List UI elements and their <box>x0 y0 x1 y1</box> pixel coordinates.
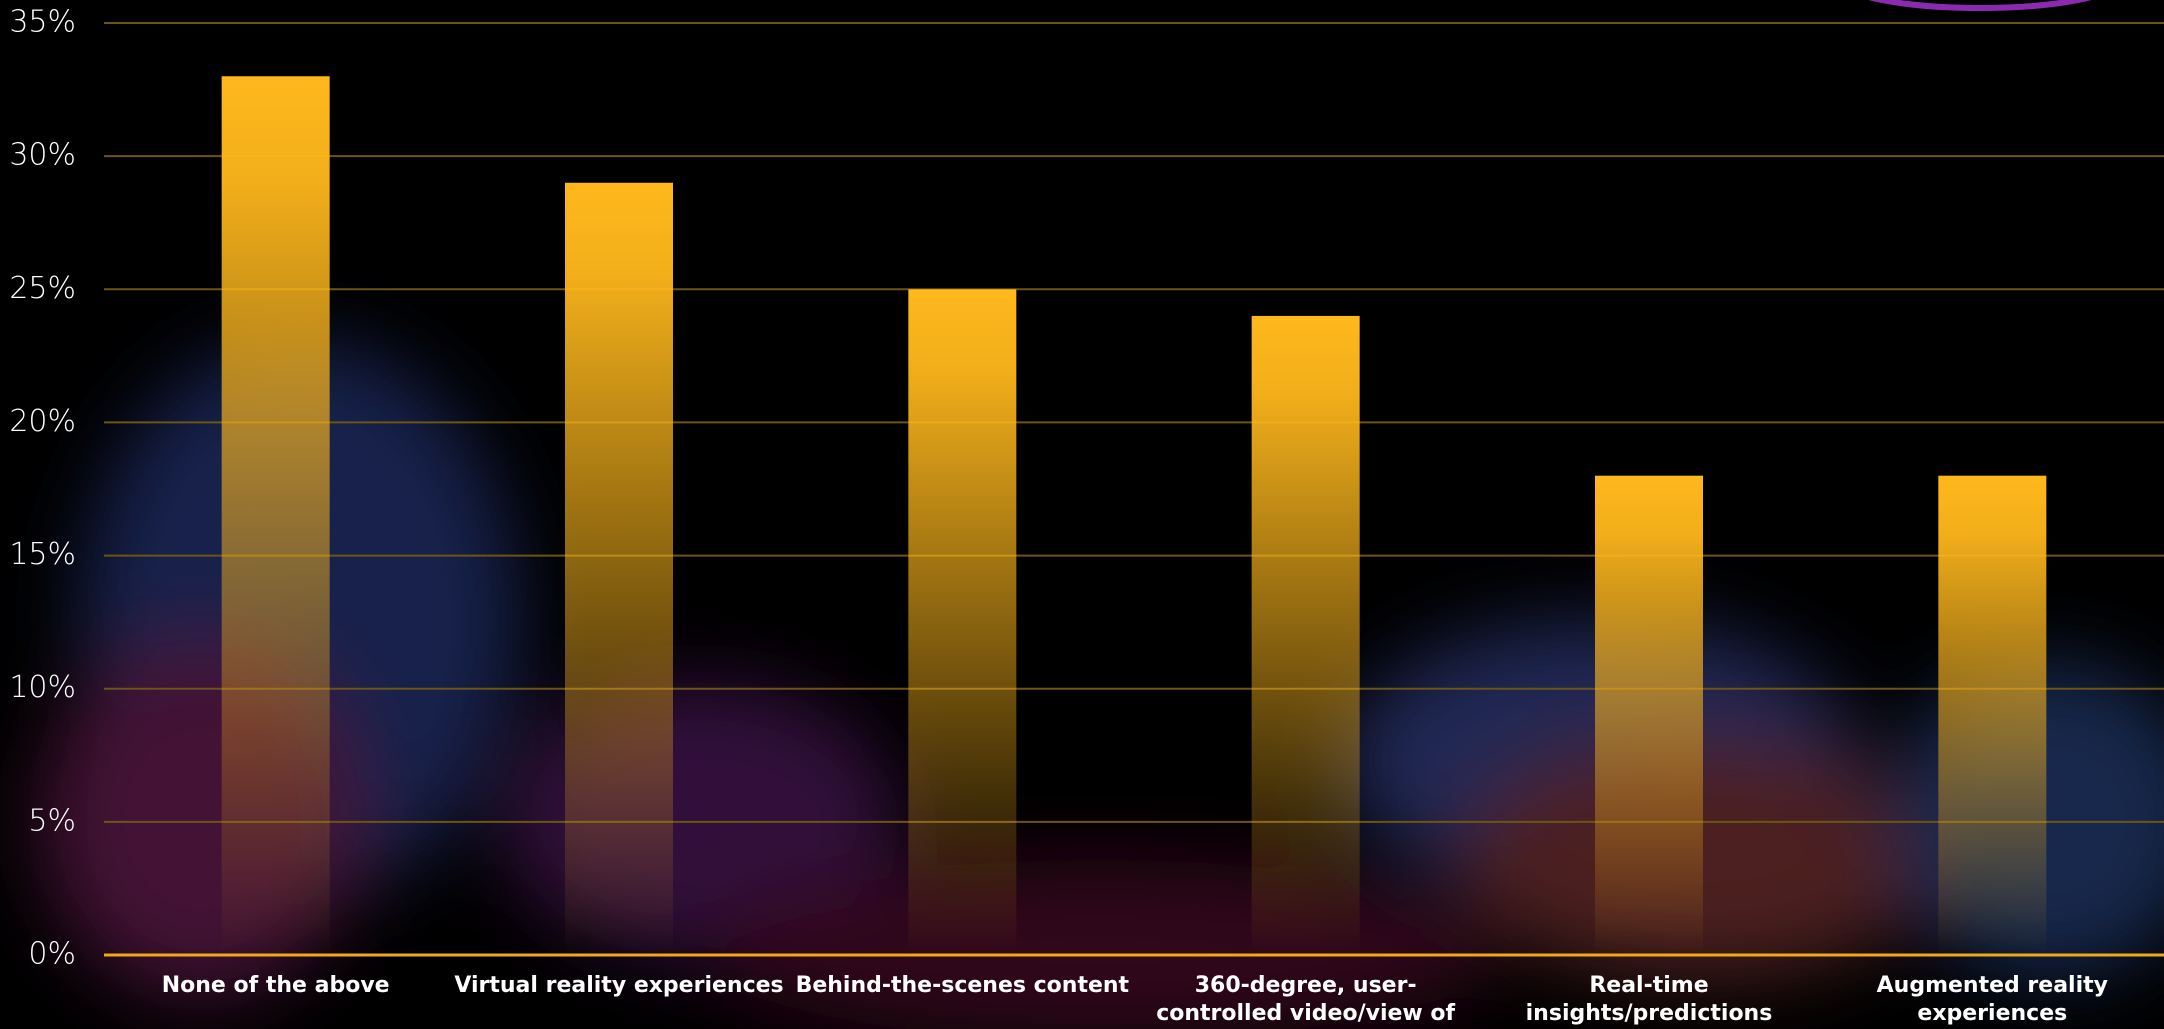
bar <box>1595 475 1703 955</box>
y-tick-label: 35% <box>9 5 76 40</box>
x-tick-label: Behind-the-scenes content <box>795 973 1130 998</box>
bar <box>1251 315 1360 955</box>
y-tick-label: 15% <box>9 537 76 572</box>
bar <box>565 182 673 955</box>
x-tick-label: 360-degree, user-controlled video/view o… <box>1156 973 1456 1026</box>
bar <box>1938 475 2047 955</box>
x-tick-label: Real-time insights/predictions provided … <box>1525 973 1773 1026</box>
y-tick-label: 30% <box>9 138 76 173</box>
x-tick-label: Virtual reality experiences <box>454 973 784 998</box>
y-tick-label: 25% <box>9 271 76 306</box>
background-glow <box>40 340 2164 1029</box>
y-tick-label: 20% <box>9 404 76 439</box>
y-tick-label: 5% <box>28 803 76 838</box>
bar <box>221 76 330 955</box>
decor-arc <box>1868 0 2092 11</box>
bar <box>908 289 1017 955</box>
x-tick-label: None of the above <box>161 973 390 998</box>
y-tick-label: 0% <box>28 937 76 972</box>
x-tick-label: Augmented reality experiences <box>1876 973 2108 1026</box>
y-tick-label: 10% <box>9 670 76 705</box>
